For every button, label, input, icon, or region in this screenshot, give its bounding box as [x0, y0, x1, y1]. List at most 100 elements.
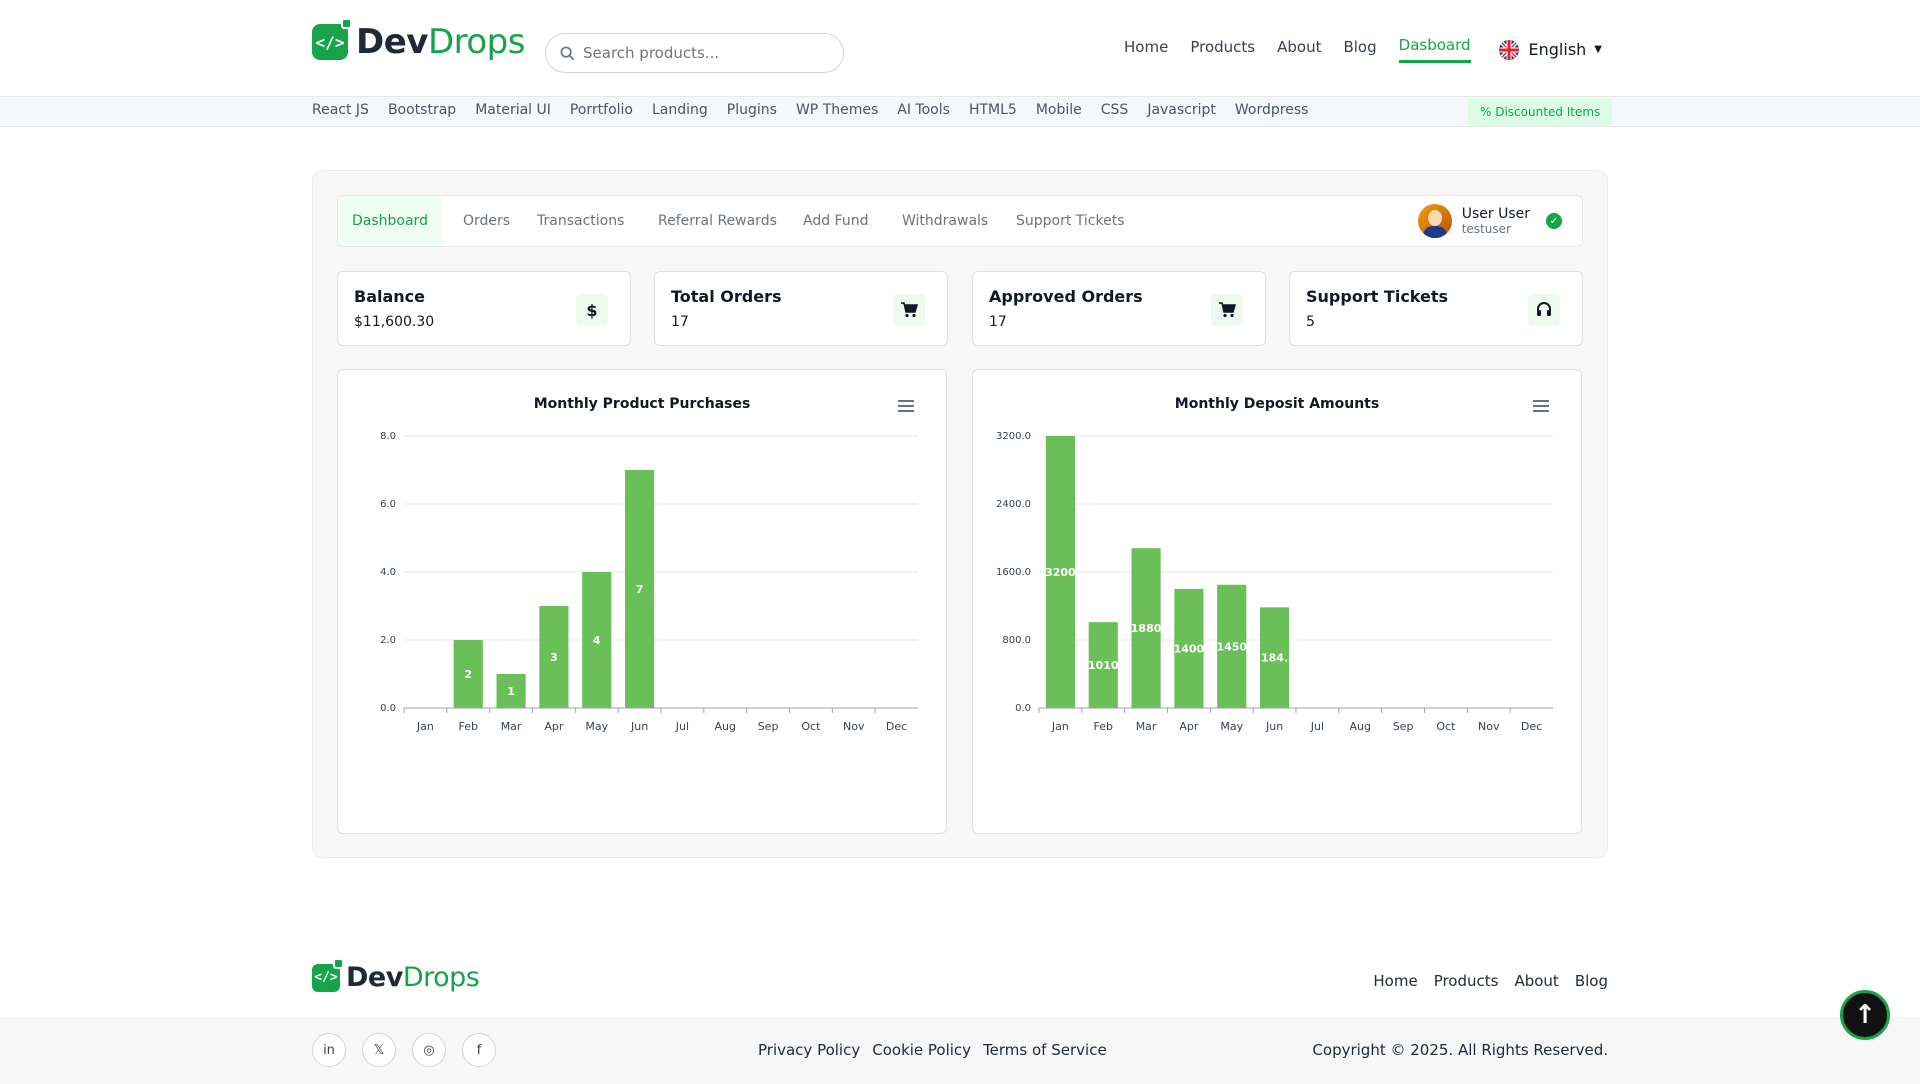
y-tick-label: 1600.0 [996, 567, 1031, 578]
category-item[interactable]: Landing [652, 102, 708, 118]
data-label: 1400 [1174, 643, 1205, 656]
facebook-icon[interactable]: f [462, 1033, 496, 1067]
y-tick-label: 2.0 [380, 635, 396, 646]
nav-products[interactable]: Products [1190, 37, 1256, 56]
card-title: Balance [354, 287, 425, 306]
x-tick-label: Aug [1350, 720, 1371, 733]
y-tick-label: 800.0 [1002, 635, 1031, 646]
x-tick-label: Dec [886, 720, 907, 733]
tab-support-tickets[interactable]: Support Tickets [1016, 213, 1125, 229]
tab-add-fund[interactable]: Add Fund [803, 213, 869, 229]
category-item[interactable]: Mobile [1035, 102, 1082, 118]
nav-home[interactable]: Home [1124, 37, 1169, 56]
footer-nav-home[interactable]: Home [1373, 972, 1418, 990]
bar [1131, 548, 1161, 708]
category-item[interactable]: Plugins [726, 102, 777, 118]
nav-about[interactable]: About [1277, 37, 1322, 56]
chart-title: Monthly Product Purchases [533, 396, 751, 412]
x-tick-label: Jun [1265, 720, 1283, 733]
category-item[interactable]: CSS [1100, 102, 1129, 118]
x-tick-label: Apr [1179, 720, 1199, 733]
linkedin-icon[interactable]: in [312, 1033, 346, 1067]
support-tickets-card: Support Tickets 5 [1289, 271, 1583, 346]
menu-icon[interactable] [1533, 400, 1549, 415]
purchases-chart-card: Monthly Product Purchases 0.0 2.0 4.0 6.0 8.… [337, 369, 947, 834]
footer-logo[interactable]: </> DevDrops [312, 957, 480, 993]
deposits-chart-card: Monthly Deposit Amounts 0.0 800.0 1600.0 24… [972, 369, 1582, 834]
instagram-icon[interactable]: ◎ [412, 1033, 446, 1067]
y-tick-label: 4.0 [380, 567, 396, 578]
tab-withdrawals[interactable]: Withdrawals [902, 213, 989, 229]
language-selector[interactable]: English ▼ [1498, 39, 1602, 60]
x-icon[interactable]: 𝕏 [362, 1033, 396, 1067]
code-icon: </> [312, 957, 344, 992]
bar [582, 572, 612, 708]
card-value: 5 [1306, 314, 1315, 330]
dashboard-tabs: Dashboard Orders Transactions Referral R… [337, 195, 1583, 247]
nav-dashboard[interactable]: Dasboard [1398, 36, 1471, 63]
category-item[interactable]: React JS [312, 102, 369, 118]
tab-referral-rewards[interactable]: Referral Rewards [658, 213, 777, 229]
logo-text: DevDrops [356, 22, 525, 62]
user-info: User User testuser [1462, 206, 1530, 236]
stat-cards: Balance $11,600.30 $ Total Orders 17 App… [337, 271, 1583, 346]
avatar [1417, 204, 1452, 238]
x-tick-label: Sep [758, 720, 779, 733]
user-name: User User [1461, 206, 1530, 222]
bar [1045, 436, 1075, 708]
copyright: Copyright © 2025. All Rights Reserved. [1312, 1041, 1608, 1059]
search-input[interactable] [583, 44, 823, 62]
x-tick-label: Aug [715, 720, 736, 733]
category-item[interactable]: Javascript [1147, 102, 1216, 118]
scroll-to-top-button[interactable]: ↑ [1840, 990, 1890, 1040]
tab-orders[interactable]: Orders [463, 213, 511, 229]
category-item[interactable]: WP Themes [795, 102, 879, 118]
y-tick-label: 3200.0 [996, 431, 1031, 442]
y-tick-label: 8.0 [380, 431, 396, 442]
footer-nav-blog[interactable]: Blog [1574, 972, 1608, 990]
category-item[interactable]: Material UI [475, 102, 551, 118]
footer-nav: Home Products About Blog [1357, 972, 1608, 990]
tab-dashboard[interactable]: Dashboard [338, 196, 442, 246]
caret-down-icon: ▼ [1594, 44, 1602, 55]
y-tick-label: 0.0 [380, 703, 396, 714]
category-item[interactable]: Wordpress [1234, 102, 1309, 118]
terms-of-service-link[interactable]: Terms of Service [983, 1041, 1107, 1059]
category-bar: React JS Bootstrap Material UI Porrtfoli… [0, 97, 1920, 127]
cookie-policy-link[interactable]: Cookie Policy [872, 1041, 972, 1059]
data-label: 4 [593, 634, 601, 647]
privacy-policy-link[interactable]: Privacy Policy [758, 1041, 861, 1059]
x-tick-label: Feb [1094, 720, 1113, 733]
category-item[interactable]: AI Tools [897, 102, 950, 118]
x-tick-label: Jun [630, 720, 648, 733]
social-links: in 𝕏 ◎ f [312, 1033, 512, 1067]
x-tick-label: May [1220, 720, 1243, 733]
data-label: 3200 [1045, 566, 1076, 579]
nav-blog[interactable]: Blog [1343, 37, 1377, 56]
discounted-items-link[interactable]: % Discounted Items [1468, 98, 1613, 126]
category-item[interactable]: Bootstrap [387, 102, 457, 118]
category-item[interactable]: Porrtfolio [569, 102, 633, 118]
bar [496, 674, 526, 708]
search-icon [560, 46, 575, 60]
data-label: 1450 [1216, 640, 1247, 653]
user-profile[interactable]: User User testuser ✓ [1417, 204, 1562, 238]
footer-bar: in 𝕏 ◎ f Privacy Policy Cookie Policy Te… [0, 1017, 1920, 1084]
footer-nav-products[interactable]: Products [1433, 972, 1499, 990]
cart-icon [1211, 294, 1243, 326]
x-tick-label: Sep [1393, 720, 1414, 733]
card-value: $11,600.30 [354, 314, 435, 330]
data-label: 1184.3 [1253, 652, 1295, 665]
category-item[interactable]: HTML5 [968, 102, 1017, 118]
tab-transactions[interactable]: Transactions [537, 213, 625, 229]
footer-nav-about[interactable]: About [1514, 972, 1559, 990]
user-username: testuser [1461, 222, 1511, 236]
card-value: 17 [989, 314, 1007, 330]
bar [625, 470, 655, 708]
x-tick-label: Apr [544, 720, 564, 733]
logo[interactable]: </> DevDrops [312, 18, 525, 62]
x-tick-label: Oct [801, 720, 821, 733]
search-box[interactable] [545, 33, 844, 73]
menu-icon[interactable] [898, 400, 914, 415]
x-tick-label: Feb [459, 720, 478, 733]
